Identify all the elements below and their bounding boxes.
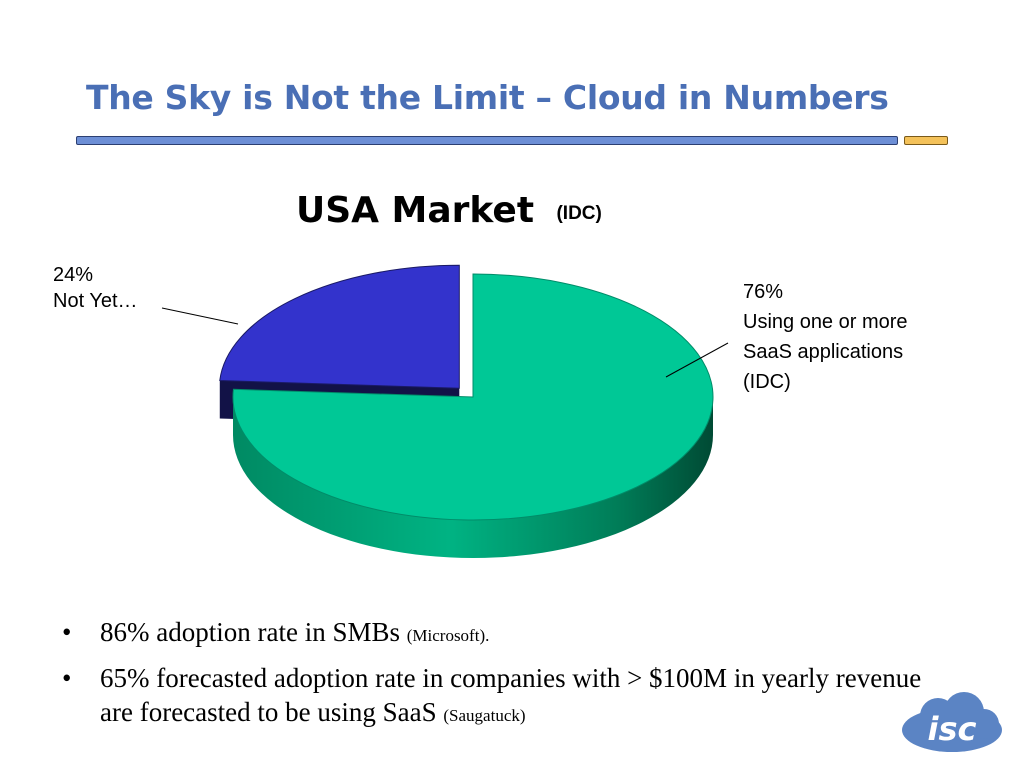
chart-title-text: USA Market	[296, 190, 535, 231]
slice-text-not-yet: Not Yet…	[53, 290, 138, 312]
slice-text-saas-line2: SaaS applications	[743, 341, 904, 363]
leader-line-saas	[665, 342, 729, 378]
slice-label-saas: 76% Using one or more SaaS applications …	[743, 277, 908, 397]
slice-side-saas	[233, 397, 713, 558]
slice-label-not-yet: 24% Not Yet…	[53, 262, 138, 314]
chart-title-source: (IDC)	[556, 203, 602, 224]
bullet-marker: •	[62, 663, 72, 693]
pie-slice-not-yet	[219, 264, 460, 389]
pie-slice-saas	[232, 273, 714, 521]
title-rule-gold	[904, 136, 948, 145]
slice-percent-not-yet: 24%	[53, 264, 94, 286]
bullet-marker: •	[62, 617, 72, 647]
slice-text-saas-line3: (IDC)	[743, 371, 791, 393]
bullet-item: • 65% forecasted adoption rate in compan…	[62, 661, 942, 733]
bullet-source: (Saugatuck)	[443, 706, 526, 725]
bullet-item: • 86% adoption rate in SMBs (Microsoft).	[62, 615, 942, 653]
bullet-source: (Microsoft).	[406, 626, 490, 645]
slice-percent-saas: 76%	[743, 281, 784, 303]
cloud-logo-icon: isc	[902, 692, 1002, 752]
logo-text: isc	[928, 710, 977, 748]
bullet-text: 65% forecasted adoption rate in companie…	[100, 663, 922, 727]
leader-line-not-yet	[161, 307, 239, 325]
chart-title: USA Market (IDC)	[296, 190, 602, 231]
slice-text-saas-line1: Using one or more	[743, 311, 908, 333]
bullet-text: 86% adoption rate in SMBs	[100, 617, 407, 647]
slide-title: The Sky is Not the Limit – Cloud in Numb…	[86, 78, 889, 117]
title-rule-blue	[76, 136, 898, 145]
bullet-list: • 86% adoption rate in SMBs (Microsoft).…	[62, 615, 942, 741]
